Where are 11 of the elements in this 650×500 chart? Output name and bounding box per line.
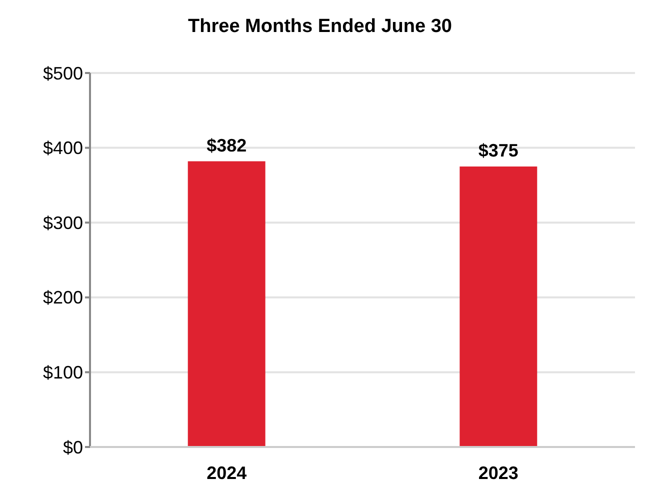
y-tick-label: $300 bbox=[42, 212, 83, 233]
y-tick-label: $0 bbox=[62, 437, 83, 458]
data-label: $382 bbox=[206, 135, 247, 156]
chart-title: Three Months Ended June 30 bbox=[188, 16, 452, 37]
y-tick-label: $500 bbox=[42, 63, 83, 84]
y-tick-label: $100 bbox=[42, 362, 83, 382]
x-tick-label: 2024 bbox=[206, 463, 247, 483]
y-tick-label: $200 bbox=[42, 288, 83, 308]
data-label: $375 bbox=[478, 140, 518, 160]
y-tick-label: $400 bbox=[42, 138, 83, 158]
x-tick-label: 2023 bbox=[478, 463, 518, 483]
